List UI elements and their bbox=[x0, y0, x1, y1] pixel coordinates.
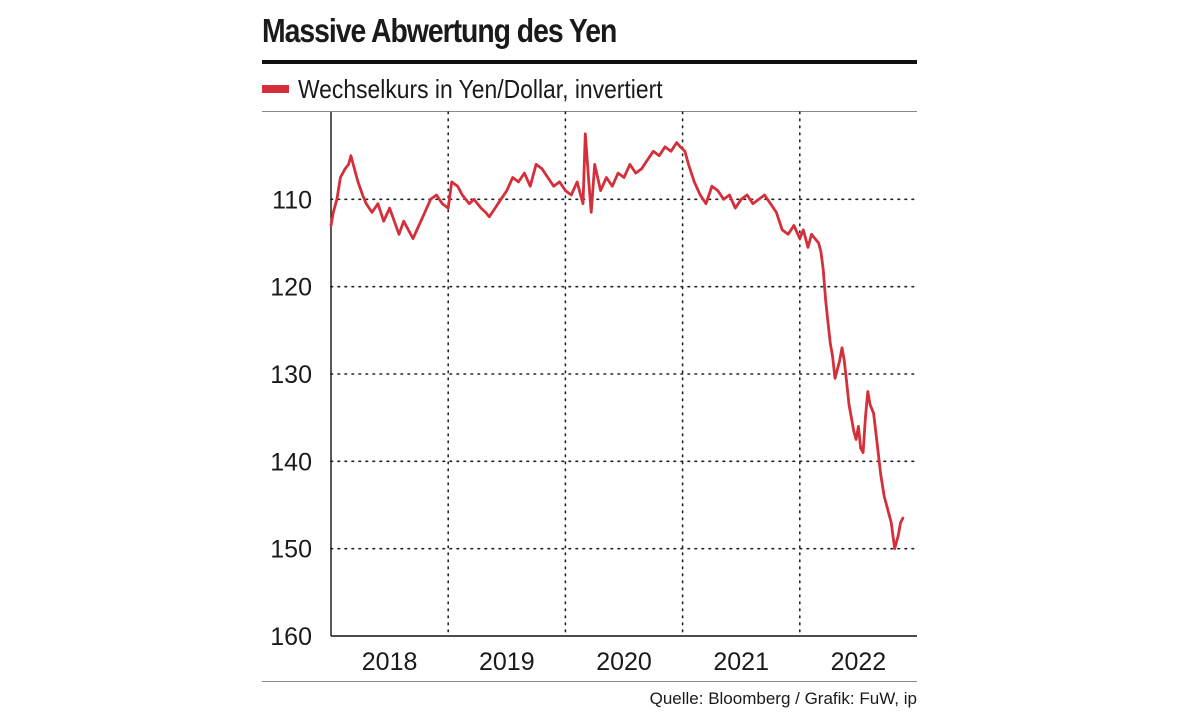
y-tick-label: 130 bbox=[270, 361, 312, 389]
x-tick-label: 2022 bbox=[831, 648, 887, 676]
axis-layer bbox=[330, 112, 917, 637]
legend-label: Wechselkurs in Yen/Dollar, invertiert bbox=[298, 73, 663, 104]
y-tick-label: 150 bbox=[270, 536, 312, 564]
grid-layer bbox=[330, 111, 918, 637]
series-line bbox=[329, 132, 905, 551]
chart-title: Massive Abwertung des Yen bbox=[262, 12, 617, 49]
label-layer: 110 120 130 140 150 160 2018 2019 2020 2021 2022 bbox=[270, 186, 886, 676]
legend-swatch bbox=[262, 85, 289, 93]
y-tick-label: 140 bbox=[270, 448, 312, 476]
series-layer bbox=[329, 132, 905, 551]
title-rule bbox=[262, 60, 917, 64]
x-tick-label: 2021 bbox=[713, 648, 769, 676]
legend-rule bbox=[262, 111, 917, 112]
x-tick-label: 2020 bbox=[596, 648, 652, 676]
x-tick-label: 2018 bbox=[362, 648, 418, 676]
y-tick-label: 120 bbox=[270, 274, 312, 302]
legend: Wechselkurs in Yen/Dollar, invertiert bbox=[262, 72, 712, 106]
x-tick-label: 2019 bbox=[479, 648, 535, 676]
source-note: Quelle: Bloomberg / Grafik: FuW, ip bbox=[649, 689, 917, 708]
y-tick-label: 160 bbox=[270, 623, 312, 651]
bottom-rule bbox=[262, 681, 917, 682]
y-tick-label: 110 bbox=[272, 186, 312, 214]
